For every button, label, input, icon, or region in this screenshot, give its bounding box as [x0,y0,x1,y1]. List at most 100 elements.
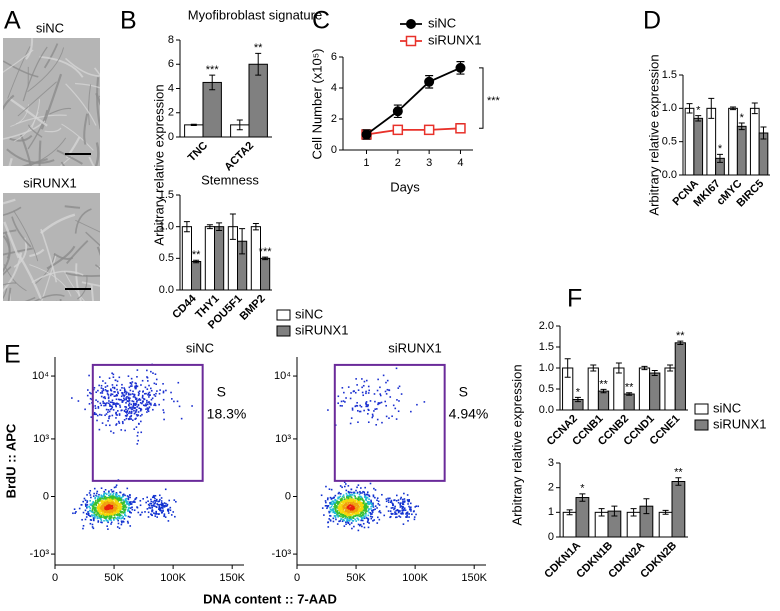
event [156,513,158,515]
event [105,519,108,522]
chart-title: siRUNX1 [388,340,441,355]
event [345,498,347,501]
event [349,513,352,516]
cell [56,149,83,165]
event [329,519,332,521]
cell [59,299,62,301]
event [103,402,106,405]
event [138,423,140,425]
event [341,495,344,498]
event [111,401,114,404]
event [128,404,130,406]
event [121,399,124,402]
event [407,520,409,522]
event [390,507,393,509]
event [347,494,349,497]
event [123,511,125,513]
y-tick-label: 0 [331,144,337,156]
y-tick-label: 1.5 [539,341,554,353]
event [151,509,153,512]
cell [40,228,58,283]
event [135,413,138,416]
event [125,506,127,509]
event [354,518,356,521]
event [174,515,176,518]
event [130,418,133,420]
event [360,515,363,517]
event [359,404,361,407]
event [373,487,375,490]
event [162,409,165,411]
error-bar [252,223,259,231]
error-bar [677,340,684,345]
bar [191,261,202,291]
event [388,417,390,419]
event [158,392,161,395]
event [327,526,330,528]
event [337,515,340,518]
event [399,506,402,508]
event [341,486,343,489]
event [344,517,346,520]
error-bar [262,256,269,261]
event [121,387,123,389]
event [360,516,363,518]
event [120,507,122,510]
event [118,413,121,415]
event [105,507,108,510]
cell [85,231,100,247]
event [96,506,99,508]
event [367,526,370,529]
event [374,400,376,403]
event [135,382,137,385]
event [366,405,369,408]
event [99,392,102,394]
event [122,493,125,496]
event [385,393,388,395]
event [105,500,108,503]
event [128,412,130,414]
event [124,414,127,417]
event [358,502,361,505]
error-bar [630,508,637,517]
event [402,502,404,504]
error-bar [574,396,581,403]
event [150,504,153,507]
event [375,423,377,426]
event [403,507,406,510]
event [150,498,152,501]
event [110,501,113,504]
event [129,525,132,527]
event [345,510,347,513]
event [112,402,115,404]
event [127,498,130,501]
event [117,519,119,522]
event [330,501,333,504]
event [173,400,175,403]
event [368,501,370,503]
event [99,511,101,514]
x-tick-label: 3 [426,157,432,169]
event [115,508,117,511]
event [149,507,152,509]
event [98,428,101,431]
y-tick-label: 1.5 [662,69,677,81]
event [115,484,118,487]
event [98,493,100,496]
event [367,408,370,411]
event [358,493,361,496]
event [153,382,156,385]
event [118,509,120,511]
event [74,512,76,515]
marker [455,123,466,134]
event [362,501,365,504]
event [108,504,111,506]
event [169,509,172,512]
event [95,492,98,495]
event [116,388,118,391]
event [371,505,374,508]
event [117,510,119,512]
event [99,402,102,405]
error-bar [738,122,745,131]
